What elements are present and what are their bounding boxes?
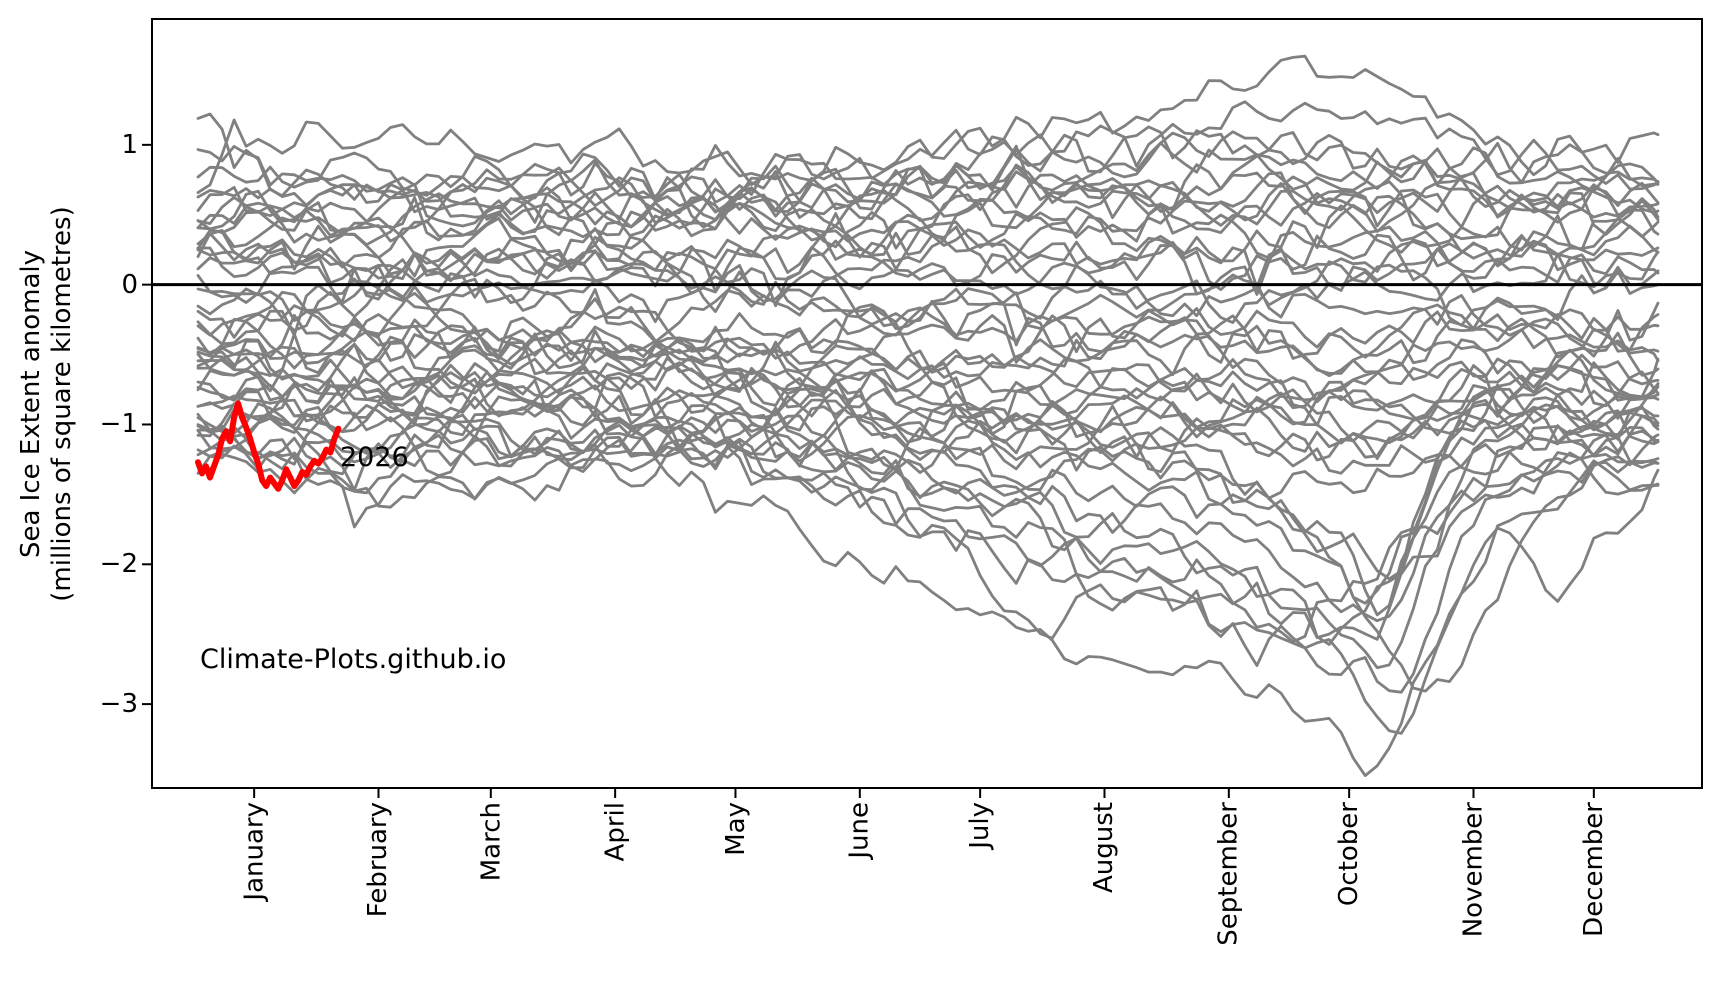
year-2026-label: 2026: [340, 442, 409, 473]
gray-year-line: [196, 313, 1660, 617]
gray-year-line: [196, 399, 1660, 463]
x-tick-label: April: [600, 802, 631, 862]
y-tick-label: 1: [121, 129, 138, 160]
gray-year-line: [196, 189, 1660, 273]
gray-year-line: [196, 287, 1660, 360]
x-tick-label: December: [1578, 802, 1609, 937]
gray-year-line: [196, 329, 1660, 623]
plot-border: [151, 18, 1703, 789]
gray-year-line: [196, 336, 1660, 581]
red-2026-line: [195, 400, 342, 492]
gray-year-line: [196, 394, 1660, 641]
x-tick-label: September: [1213, 802, 1244, 946]
x-tick-label: May: [720, 802, 751, 856]
gray-year-line: [196, 273, 1660, 358]
gray-year-line: [196, 208, 1660, 296]
gray-year-line: [196, 100, 1660, 237]
gray-year-line: [196, 428, 1660, 694]
gray-year-line: [196, 163, 1660, 272]
gray-year-line: [196, 342, 1660, 421]
gray-year-line: [196, 234, 1660, 308]
y-tick-label: −2: [99, 549, 138, 580]
y-axis-label-line1: Sea Ice Extent anomaly: [16, 249, 46, 559]
x-tick-label: August: [1089, 802, 1120, 893]
gray-year-line: [196, 371, 1660, 670]
y-axis-label: Sea Ice Extent anomaly (millions of squa…: [16, 4, 78, 804]
gray-year-line: [196, 54, 1660, 230]
x-tick-label: July: [965, 802, 996, 849]
y-tick-label: −3: [99, 689, 138, 720]
gray-year-line: [196, 171, 1660, 239]
watermark: Climate-Plots.github.io: [200, 644, 507, 675]
y-tick-label: −1: [99, 409, 138, 440]
gray-year-line: [196, 402, 1660, 735]
x-tick-label: March: [475, 802, 506, 882]
y-tick-label: 0: [121, 269, 138, 300]
x-tick-label: January: [239, 802, 270, 901]
x-tick-label: November: [1458, 802, 1489, 938]
gray-year-line: [196, 332, 1660, 402]
x-tick-label: June: [844, 802, 875, 859]
x-tick-label: February: [363, 802, 394, 918]
gray-year-line: [196, 404, 1660, 476]
gray-year-line: [196, 130, 1660, 337]
y-axis-label-line2: (millions of square kilometres): [47, 206, 77, 602]
gray-year-line: [196, 436, 1660, 777]
gray-year-line: [196, 433, 1660, 500]
x-tick-label: October: [1334, 802, 1365, 907]
gray-year-line: [196, 325, 1660, 404]
